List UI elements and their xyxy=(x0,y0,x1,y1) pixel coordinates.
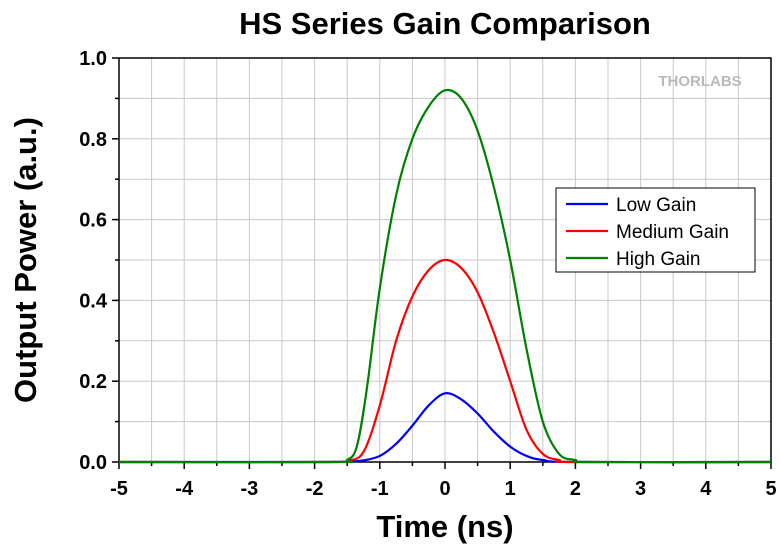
y-tick-label: 0.2 xyxy=(79,371,107,393)
x-tick-label: -5 xyxy=(110,478,128,500)
y-tick-label: 0.0 xyxy=(79,452,107,474)
x-tick-label: 2 xyxy=(570,478,581,500)
x-tick-label: 5 xyxy=(765,478,776,500)
legend-label-medium-gain: Medium Gain xyxy=(616,222,729,243)
x-tick-label: -3 xyxy=(241,478,259,500)
legend-label-low-gain: Low Gain xyxy=(616,195,696,216)
x-axis-label: Time (ns) xyxy=(376,509,513,544)
x-tick-label: 3 xyxy=(635,478,646,500)
x-tick-label: -2 xyxy=(306,478,324,500)
logo-text: THORLABS xyxy=(658,73,741,90)
tick-labels: -5 -4 -3 -2 -1 0 1 2 3 4 5 0.0 0.2 0.4 0.6 0.8 1.0 xyxy=(79,48,776,500)
y-tick-label: 1.0 xyxy=(79,48,107,70)
series-lines xyxy=(118,88,772,464)
x-tick-label: -1 xyxy=(371,478,389,500)
y-tick-label: 0.8 xyxy=(79,129,107,151)
series-line-medium-gain xyxy=(118,258,772,464)
x-tick-label: -4 xyxy=(175,478,194,500)
series-line-high-gain xyxy=(118,88,772,464)
legend: Low Gain Medium Gain High Gain xyxy=(555,187,756,273)
y-tick-label: 0.4 xyxy=(79,290,108,312)
y-tick-label: 0.6 xyxy=(79,210,107,232)
legend-label-high-gain: High Gain xyxy=(616,249,701,270)
chart-title: HS Series Gain Comparison xyxy=(239,6,651,41)
x-tick-label: 0 xyxy=(439,478,450,500)
thorlabs-logo: THORLABS xyxy=(658,73,741,90)
x-tick-label: 1 xyxy=(505,478,516,500)
y-axis-label: Output Power (a.u.) xyxy=(8,117,43,403)
x-tick-label: 4 xyxy=(700,478,712,500)
